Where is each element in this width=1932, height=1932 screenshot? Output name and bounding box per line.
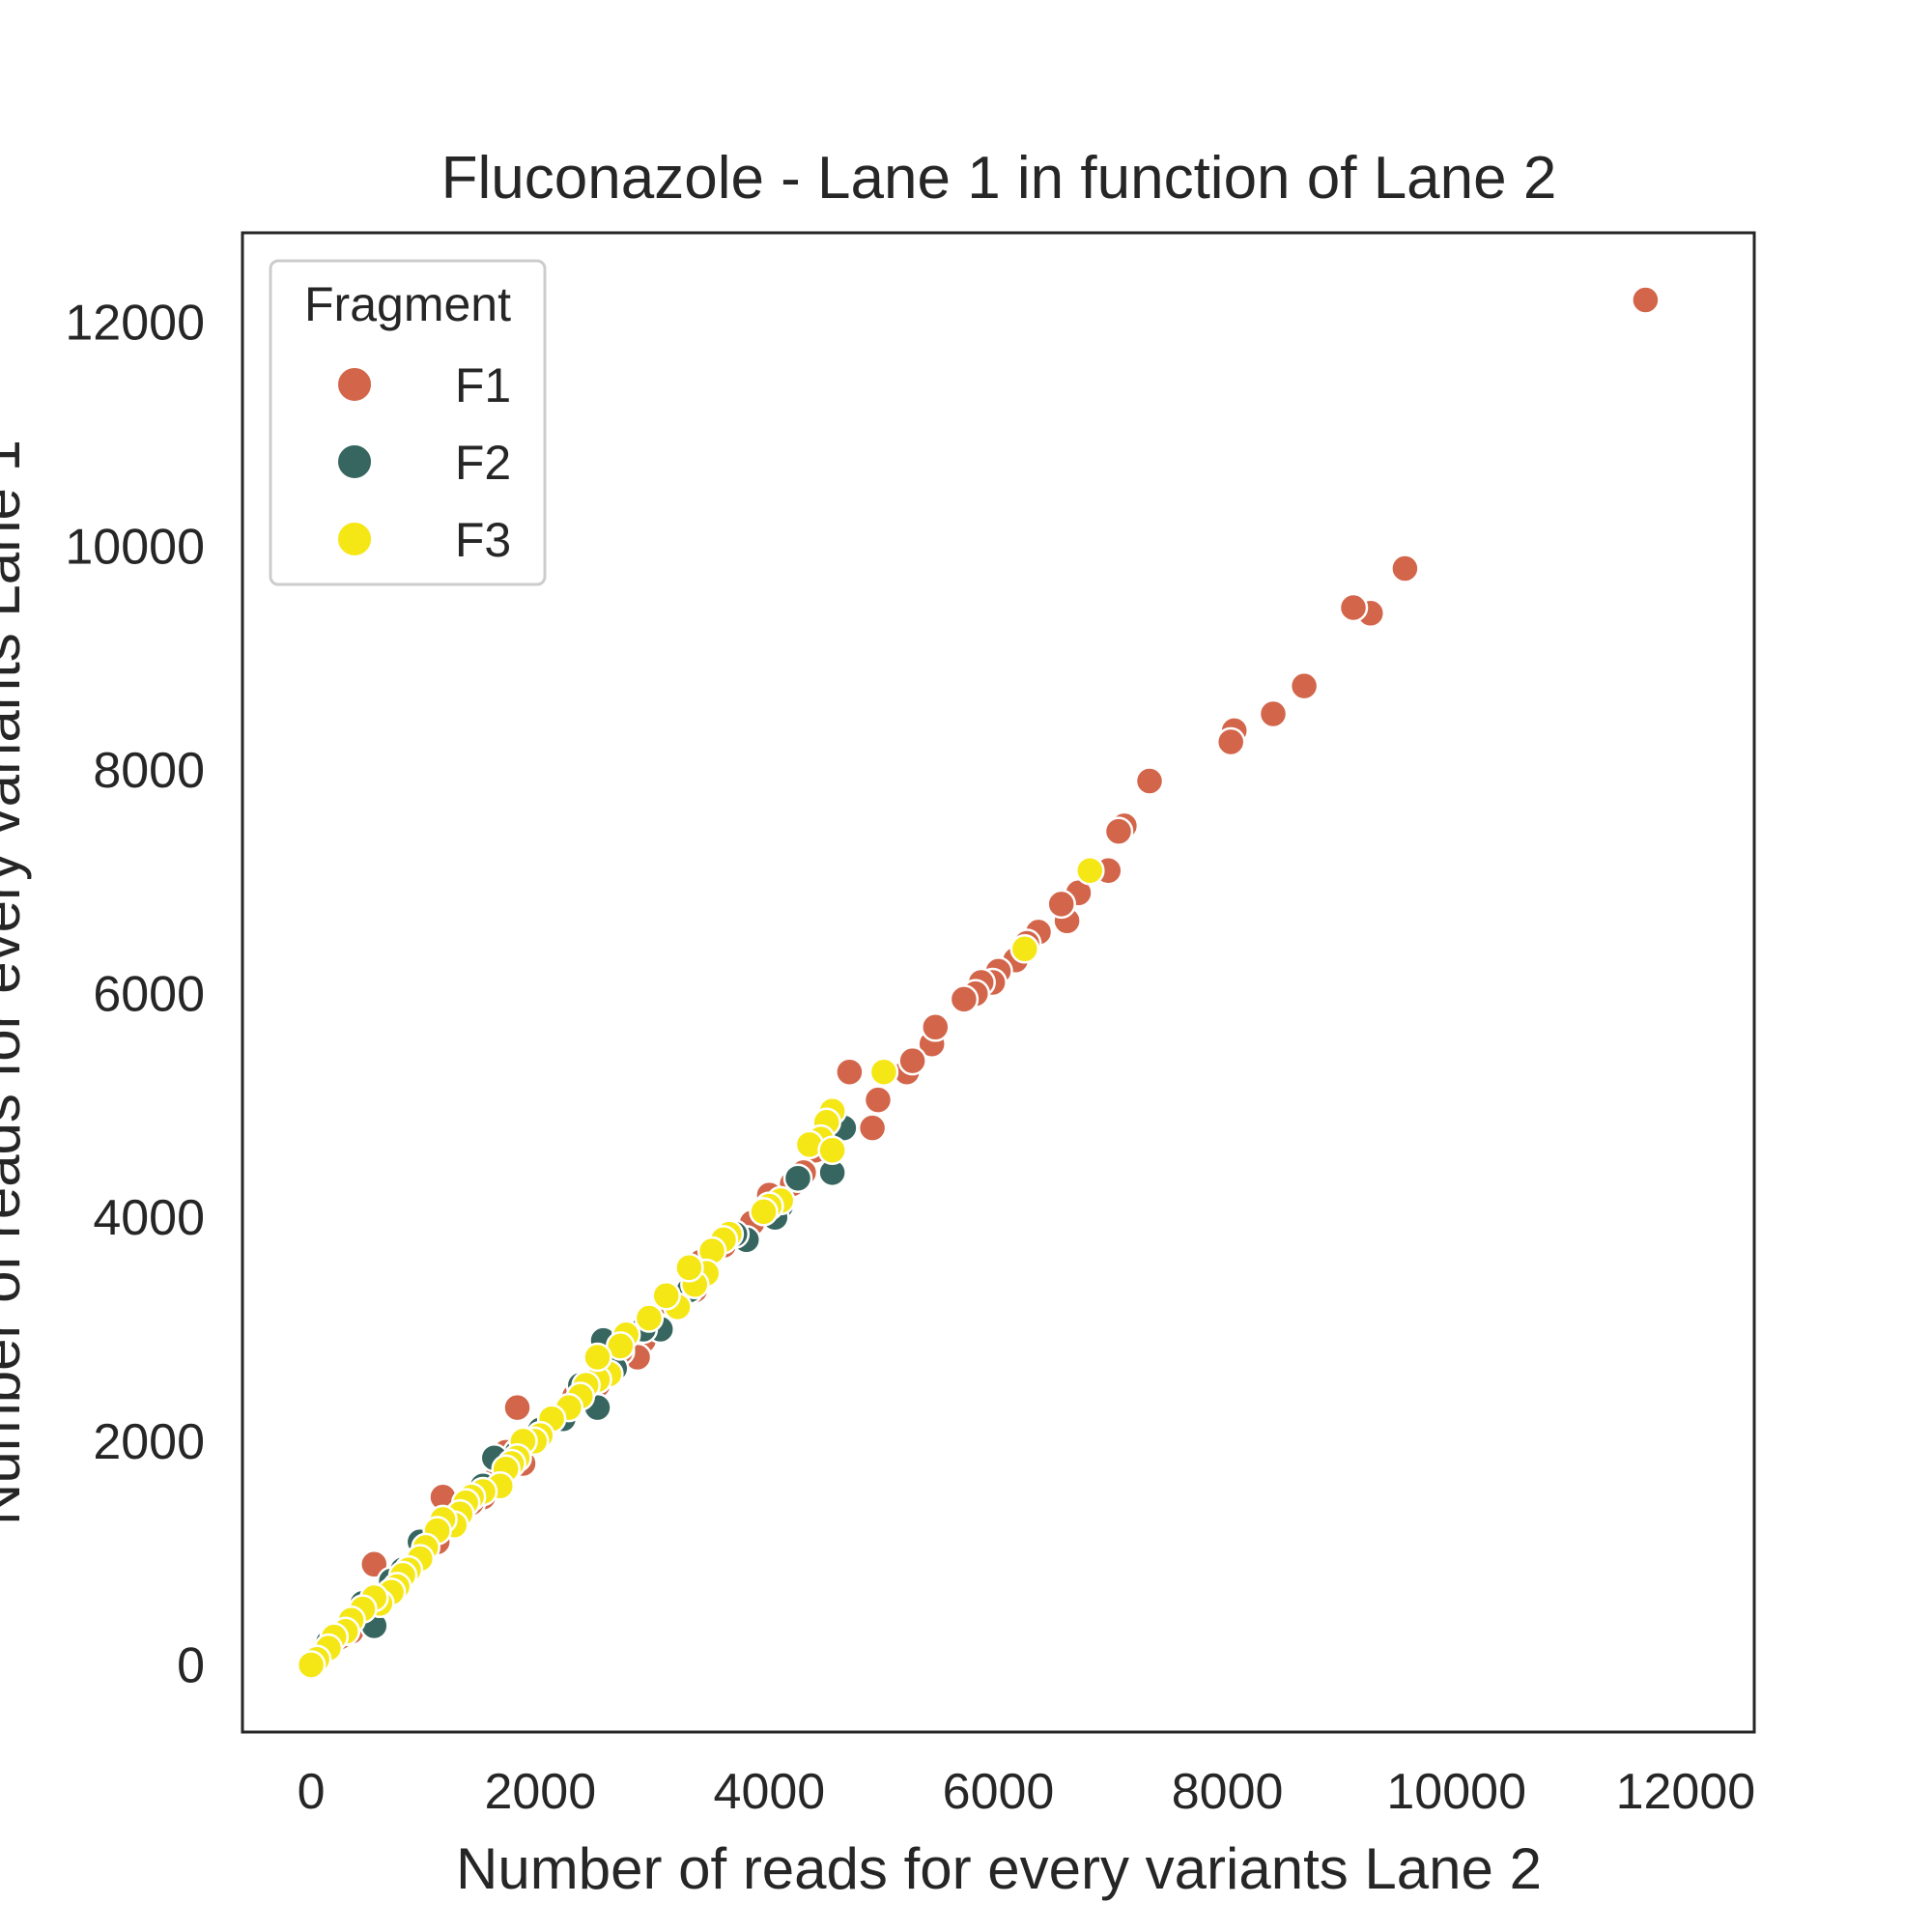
point-f1-28 <box>857 1113 888 1143</box>
legend-label-f2: F2 <box>455 436 511 490</box>
legend: Fragment F1 F2 F3 <box>269 259 547 586</box>
point-f3-0 <box>1075 855 1105 886</box>
point-f1-8 <box>1134 766 1165 796</box>
point-f1-24 <box>921 1012 951 1042</box>
x-axis-label: Number of reads for every variants Lane … <box>456 1836 1542 1901</box>
x-tick-label: 0 <box>298 1764 326 1820</box>
point-f1-10 <box>1103 816 1134 846</box>
point-f1-48 <box>502 1392 532 1423</box>
legend-title: Fragment <box>304 277 511 331</box>
legend-label-f3: F3 <box>455 513 511 567</box>
point-f1-7 <box>1215 726 1246 757</box>
point-f1-5 <box>1258 698 1289 729</box>
legend-label-f1: F1 <box>455 358 511 412</box>
point-f1-26 <box>897 1045 927 1076</box>
point-f3-7 <box>817 1135 847 1165</box>
point-f1-27 <box>863 1085 894 1115</box>
point-f3-16 <box>674 1253 704 1283</box>
point-f3-57 <box>296 1650 327 1680</box>
x-tick-label: 10000 <box>1386 1764 1526 1820</box>
point-f3-10 <box>749 1197 779 1227</box>
y-axis-label: Number of reads for every variants Lane … <box>0 440 32 1525</box>
point-f1-29 <box>835 1057 865 1087</box>
legend-box <box>269 259 547 586</box>
point-f3-1 <box>1009 934 1040 964</box>
point-f3-2 <box>868 1057 899 1087</box>
point-f1-22 <box>949 984 980 1014</box>
plot-marks <box>296 285 1661 1680</box>
y-tick-label: 4000 <box>93 1190 205 1246</box>
point-f3-24 <box>582 1342 612 1373</box>
point-f3-18 <box>651 1281 681 1311</box>
y-tick-labels: 0 2000 4000 6000 8000 10000 12000 <box>65 296 205 1694</box>
y-tick-label: 12000 <box>65 296 205 352</box>
y-tick-label: 10000 <box>65 519 205 575</box>
legend-items: F1 F2 F3 <box>336 358 511 567</box>
y-tick-label: 2000 <box>93 1414 205 1470</box>
y-tick-label: 0 <box>177 1638 205 1694</box>
x-tick-label: 4000 <box>714 1764 826 1820</box>
y-tick-label: 8000 <box>93 743 205 799</box>
x-tick-labels: 0 2000 4000 6000 8000 10000 12000 <box>298 1764 1756 1820</box>
legend-marker-f2 <box>336 443 373 480</box>
y-tick-label: 6000 <box>93 967 205 1023</box>
chart-title: Fluconazole - Lane 1 in function of Lane… <box>441 145 1557 212</box>
point-f1-4 <box>1289 670 1320 701</box>
legend-marker-f1 <box>336 366 373 403</box>
x-tick-label: 2000 <box>484 1764 596 1820</box>
point-f3-19 <box>634 1303 665 1333</box>
legend-marker-f3 <box>336 521 373 557</box>
point-f1-3 <box>1338 592 1369 623</box>
point-f1-14 <box>1046 889 1076 920</box>
x-tick-label: 6000 <box>943 1764 1055 1820</box>
plot-frame <box>241 231 1756 1734</box>
point-f1-1 <box>1390 554 1420 583</box>
point-f2-2 <box>782 1163 813 1193</box>
x-tick-label: 12000 <box>1616 1764 1756 1820</box>
series-f3 <box>296 855 1105 1680</box>
point-f1-0 <box>1631 285 1661 315</box>
x-tick-label: 8000 <box>1172 1764 1284 1820</box>
